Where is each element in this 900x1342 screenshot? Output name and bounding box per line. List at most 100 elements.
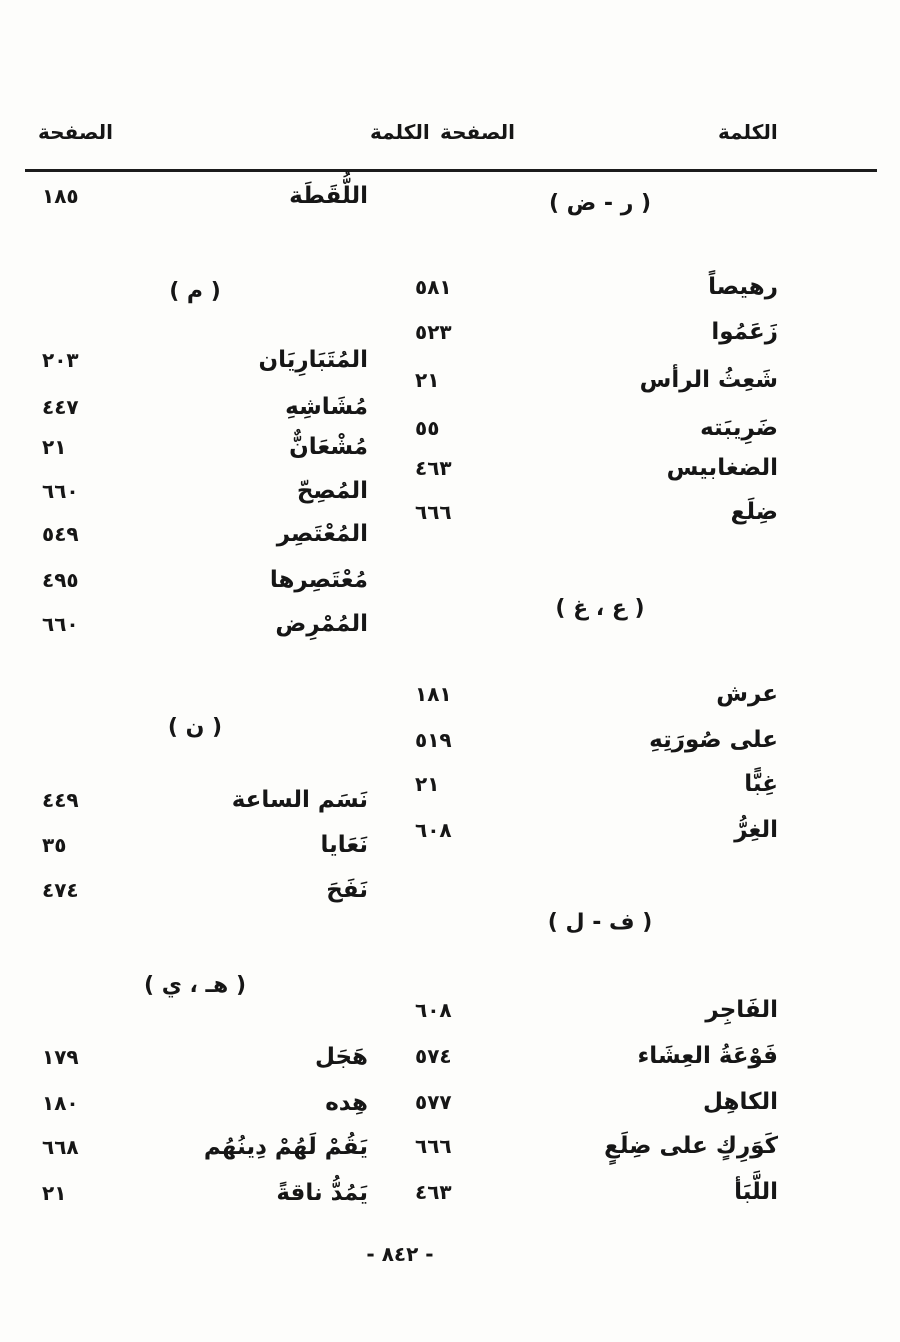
entry-word: على صُورَتِهِ	[649, 727, 778, 753]
entry-page: ٢١	[415, 772, 440, 796]
entry-word: ضِلَع	[730, 499, 778, 525]
section-letter-header: ( ر - ض )	[548, 190, 652, 216]
entry-word: المُمْرِض	[275, 611, 368, 637]
entry-page: ٥٨١	[415, 275, 452, 299]
index-column-right: ( ر - ض ) رهيصاً ٥٨١ زَعَمُوا ٥٢٣ شَعِثُ…	[415, 0, 778, 1342]
index-entry-row: عرش ١٨١	[415, 672, 778, 716]
index-entry-row: على صُورَتِهِ ٥١٩	[415, 718, 778, 762]
index-entry-row: المُمْرِض ٦٦٠	[42, 602, 368, 646]
entry-word: شَعِثُ الرأس	[639, 367, 778, 393]
index-entry-row: مُشْعَانٌّ ٢١	[42, 425, 368, 469]
entry-page: ١٨٠	[42, 1091, 79, 1115]
index-entry-row: اللُّقَطَة ١٨٥	[42, 174, 368, 218]
entry-page: ٥٥	[415, 416, 440, 440]
entry-page: ٥٢٣	[415, 320, 452, 344]
index-entry-row: غِبًّا ٢١	[415, 762, 778, 806]
entry-page: ٢١	[42, 435, 67, 459]
entry-page: ٦٦٨	[42, 1135, 79, 1159]
entry-page: ٤٦٣	[415, 456, 452, 480]
entry-page: ١٨٥	[42, 184, 79, 208]
entry-page: ٦٦٦	[415, 500, 452, 524]
index-entry-row: كَوَرِكٍ على ضِلَعٍ ٦٦٦	[415, 1124, 778, 1168]
entry-word: المُصِحّ	[296, 478, 368, 504]
entry-word: غِبًّا	[744, 771, 778, 797]
entry-word: هِده	[325, 1090, 368, 1116]
section-letter-header: ( هـ ، ي )	[143, 972, 247, 998]
index-entry-row: نَعَايا ٣٥	[42, 823, 368, 867]
entry-page: ٤٤٩	[42, 788, 79, 812]
index-entry-row: يَمُدُّ ناقةً ٢١	[42, 1171, 368, 1215]
entry-word: نَفَحَ	[326, 877, 368, 903]
entry-word: مُعْتَصِرها	[269, 567, 368, 593]
entry-page: ٦٠٨	[415, 998, 452, 1022]
entry-page: ٦٦٦	[415, 1134, 452, 1158]
entry-page: ٢١	[415, 368, 440, 392]
index-entry-row: المُعْتَصِر ٥٤٩	[42, 512, 368, 556]
index-entry-row: الغِرُّ ٦٠٨	[415, 808, 778, 852]
section-letter-header: ( م )	[169, 278, 221, 304]
index-entry-row: هِده ١٨٠	[42, 1081, 368, 1125]
index-entry-row: اللَّبَأ ٤٦٣	[415, 1170, 778, 1214]
entry-page: ٦٦٠	[42, 612, 79, 636]
entry-word: يَقُمْ لَهُمْ دِينُهُم	[203, 1134, 368, 1160]
entry-word: مُشَاشِهِ	[285, 394, 368, 420]
footer-page-number: - ٨٤٢ -	[366, 1242, 434, 1266]
entry-word: اللَّبَأ	[734, 1179, 778, 1205]
entry-word: الغِرُّ	[734, 817, 778, 843]
index-entry-row: شَعِثُ الرأس ٢١	[415, 358, 778, 402]
section-letter-header: ( ف - ل )	[547, 909, 653, 935]
index-entry-row: الفَاجِر ٦٠٨	[415, 988, 778, 1032]
index-entry-row: يَقُمْ لَهُمْ دِينُهُم ٦٦٨	[42, 1125, 368, 1169]
entry-word: هَجَل	[314, 1044, 368, 1070]
index-entry-row: رهيصاً ٥٨١	[415, 265, 778, 309]
entry-page: ١٧٩	[42, 1045, 79, 1069]
entry-word: نَعَايا	[320, 832, 368, 858]
entry-page: ٥٧٧	[415, 1090, 452, 1114]
entry-word: عرش	[716, 681, 778, 707]
entry-page: ٣٥	[42, 833, 67, 857]
entry-page: ٦٠٨	[415, 818, 452, 842]
entry-word: كَوَرِكٍ على ضِلَعٍ	[604, 1133, 778, 1159]
index-entry-row: مُشَاشِهِ ٤٤٧	[42, 385, 368, 429]
entry-page: ٦٦٠	[42, 479, 79, 503]
entry-word: فَوْعَةُ العِشَاء	[637, 1043, 778, 1069]
entry-word: اللُّقَطَة	[289, 183, 368, 209]
column-header-page-right: الصفحة	[440, 120, 516, 144]
entry-word: زَعَمُوا	[711, 319, 778, 345]
index-entry-row: نَفَحَ ٤٧٤	[42, 868, 368, 912]
column-header-page-left: الصفحة	[38, 120, 114, 144]
entry-page: ٢٠٣	[42, 348, 79, 372]
entry-word: المُتَبَارِيَان	[258, 347, 369, 373]
entry-word: الضغابيس	[666, 455, 778, 481]
column-header-word-left: الكلمة	[370, 120, 430, 144]
index-entry-row: هَجَل ١٧٩	[42, 1035, 368, 1079]
index-entry-row: ضِلَع ٦٦٦	[415, 490, 778, 534]
index-entry-row: المُتَبَارِيَان ٢٠٣	[42, 338, 368, 382]
index-entry-row: زَعَمُوا ٥٢٣	[415, 310, 778, 354]
section-letter-header: ( ع ، غ )	[555, 595, 645, 621]
column-header-word-right: الكلمة	[718, 120, 778, 144]
entry-word: ضَرِيبَته	[700, 415, 778, 441]
entry-page: ٢١	[42, 1181, 67, 1205]
entry-word: الكاهِل	[702, 1089, 778, 1115]
entry-page: ٤٧٤	[42, 878, 79, 902]
entry-page: ٥٤٩	[42, 522, 79, 546]
index-entry-row: المُصِحّ ٦٦٠	[42, 469, 368, 513]
header-rule	[25, 169, 877, 172]
index-column-left: اللُّقَطَة ١٨٥ ( م ) المُتَبَارِيَان ٢٠٣…	[42, 0, 368, 1342]
entry-page: ٥٧٤	[415, 1044, 452, 1068]
entry-word: يَمُدُّ ناقةً	[276, 1180, 368, 1206]
entry-page: ٥١٩	[415, 728, 452, 752]
entry-word: المُعْتَصِر	[276, 521, 368, 547]
index-entry-row: الضغابيس ٤٦٣	[415, 446, 778, 490]
index-entry-row: نَسَم الساعة ٤٤٩	[42, 778, 368, 822]
section-letter-header: ( ن )	[167, 714, 223, 740]
entry-word: رهيصاً	[708, 274, 778, 300]
index-entry-row: مُعْتَصِرها ٤٩٥	[42, 558, 368, 602]
index-entry-row: فَوْعَةُ العِشَاء ٥٧٤	[415, 1034, 778, 1078]
index-entry-row: الكاهِل ٥٧٧	[415, 1080, 778, 1124]
entry-word: نَسَم الساعة	[231, 787, 368, 813]
entry-word: مُشْعَانٌّ	[289, 434, 368, 460]
index-entry-row: ضَرِيبَته ٥٥	[415, 406, 778, 450]
